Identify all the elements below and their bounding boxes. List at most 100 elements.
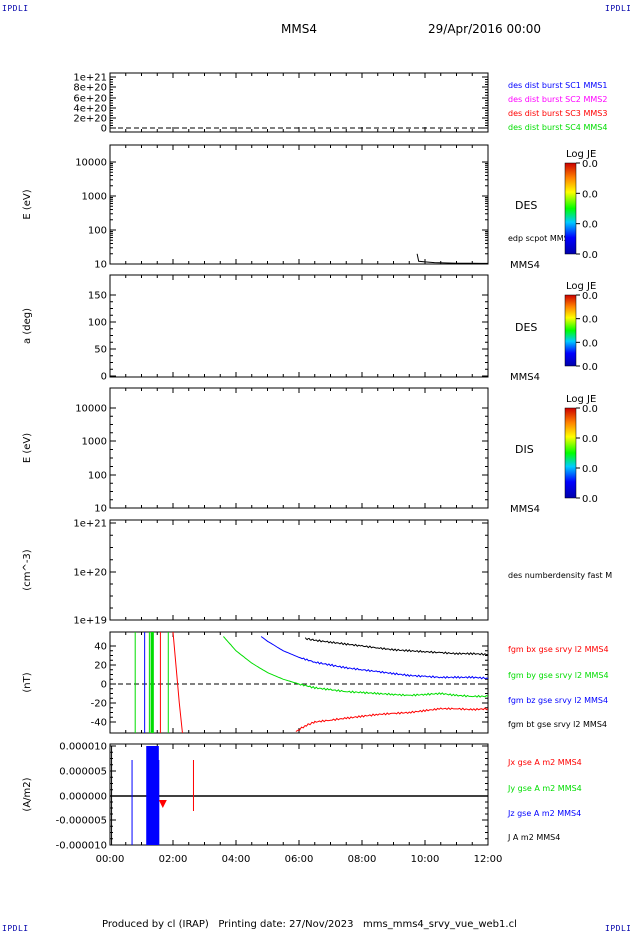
y-tick-label: -0.000010 xyxy=(56,841,107,852)
y-tick-label: 50 xyxy=(94,345,107,356)
y-axis-label-des_energy: E (eV) xyxy=(22,189,33,219)
colorbar-tick-label: 0.0 xyxy=(582,291,598,302)
y-axis-label-des_pitch: a (deg) xyxy=(22,308,33,344)
y-tick-label: 0.000005 xyxy=(59,767,107,778)
panel-frame-dis_energy xyxy=(109,387,489,509)
y-tick-label: 20 xyxy=(94,661,107,672)
panel-frame-burst xyxy=(109,72,489,133)
y-tick-label: 2e+20 xyxy=(73,114,107,125)
time-tick-label: 12:00 xyxy=(474,854,503,865)
corner-mark-bottom-right: IPDLI xyxy=(605,924,630,933)
corner-mark-top-left: IPDLI xyxy=(2,4,29,13)
y-tick-label: 0 xyxy=(101,680,107,691)
panel-frame-density xyxy=(109,519,489,621)
y-tick-label: -0.000005 xyxy=(56,816,107,827)
footer-credit: Produced by cl (IRAP) Printing date: 27/… xyxy=(102,919,517,930)
y-tick-label: 1000 xyxy=(82,437,107,448)
legend-entry-current: Jz gse A m2 MMS4 xyxy=(507,809,581,818)
y-tick-label: 1e+21 xyxy=(73,519,107,530)
time-tick-label: 08:00 xyxy=(348,854,377,865)
legend-entry-current: Jx gse A m2 MMS4 xyxy=(507,758,582,767)
colorbar-tick-label: 0.0 xyxy=(582,404,598,415)
fgm-bt-trace xyxy=(304,637,489,656)
y-axis-label-fgm: (nT) xyxy=(22,672,33,692)
y-tick-label: 0 xyxy=(101,124,107,135)
y-tick-label: 100 xyxy=(88,471,107,482)
colorbar xyxy=(564,162,577,255)
y-tick-label: 100 xyxy=(88,226,107,237)
colorbar-title: Log JE xyxy=(566,394,596,405)
legend-entry-fgm: fgm by gse srvy l2 MMS4 xyxy=(508,671,609,680)
panel-frame-current xyxy=(109,743,489,846)
y-tick-label: 10 xyxy=(94,260,107,271)
y-tick-label: 40 xyxy=(94,642,107,653)
spacecraft-label-des_energy: MMS4 xyxy=(510,260,540,271)
corner-mark-top-right: IPDLI xyxy=(605,4,630,13)
colorbar-tick-label: 0.0 xyxy=(582,250,598,261)
legend-entry-density: des numberdensity fast M xyxy=(508,571,612,580)
time-tick-label: 04:00 xyxy=(222,854,251,865)
legend-entry-current: Jy gse A m2 MMS4 xyxy=(507,784,582,793)
colorbar-tick-label: 0.0 xyxy=(582,220,598,231)
legend-entry-fgm: fgm bz gse srvy l2 MMS4 xyxy=(508,696,608,705)
fgm-bx-early-trace xyxy=(172,631,183,734)
colorbar xyxy=(564,407,577,499)
instrument-label-dis_energy: DIS xyxy=(515,443,534,456)
fgm-bz-trace xyxy=(260,636,489,680)
current-burst-block xyxy=(146,746,159,845)
legend-entry-fgm: fgm bt gse srvy l2 MMS4 xyxy=(508,720,607,729)
current-jx-marker xyxy=(158,800,167,808)
y-tick-label: 4e+20 xyxy=(73,104,107,115)
y-tick-label: 0.000010 xyxy=(59,742,107,753)
y-axis-label-current: (A/m2) xyxy=(22,777,33,811)
colorbar-tick-label: 0.0 xyxy=(582,338,598,349)
y-tick-label: -40 xyxy=(91,718,107,729)
colorbar-tick-label: 0.0 xyxy=(582,189,598,200)
instrument-label-des_pitch: DES xyxy=(515,321,537,334)
y-tick-label: -20 xyxy=(91,699,107,710)
colorbar-tick-label: 0.0 xyxy=(582,434,598,445)
y-tick-label: 8e+20 xyxy=(73,83,107,94)
y-tick-label: 1e+19 xyxy=(73,616,107,627)
legend-entry-burst: des dist burst SC4 MMS4 xyxy=(508,123,607,132)
spacecraft-label-des_pitch: MMS4 xyxy=(510,372,540,383)
legend-entry-fgm: fgm bx gse srvy l2 MMS4 xyxy=(508,645,609,654)
colorbar-tick-label: 0.0 xyxy=(582,494,598,505)
y-tick-label: 1e+20 xyxy=(73,568,107,579)
fgm-bx-trace xyxy=(295,707,489,732)
fgm-by-trace xyxy=(223,636,489,698)
instrument-label-des_energy: DES xyxy=(515,199,537,212)
spacecraft-label-dis_energy: MMS4 xyxy=(510,504,540,515)
colorbar-tick-label: 0.0 xyxy=(582,464,598,475)
legend-entry-current: J A m2 MMS4 xyxy=(507,833,560,842)
time-tick-label: 00:00 xyxy=(96,854,125,865)
legend-entry-burst: des dist burst SC3 MMS3 xyxy=(508,109,607,118)
panel-frame-des_energy xyxy=(109,144,489,265)
y-tick-label: 6e+20 xyxy=(73,94,107,105)
panel-frame-des_pitch xyxy=(109,274,489,378)
time-tick-label: 10:00 xyxy=(411,854,440,865)
panel-frame-fgm xyxy=(109,631,489,734)
scpot-label: edp scpot MMS4 xyxy=(508,234,574,243)
scpot-trace xyxy=(416,253,488,264)
time-tick-label: 06:00 xyxy=(285,854,314,865)
y-axis-label-dis_energy: E (eV) xyxy=(22,433,33,463)
y-tick-label: 0 xyxy=(101,372,107,383)
colorbar-tick-label: 0.0 xyxy=(582,362,598,373)
y-tick-label: 10000 xyxy=(75,158,107,169)
legend-entry-burst: des dist burst SC2 MMS2 xyxy=(508,95,607,104)
y-tick-label: 0.000000 xyxy=(59,792,107,803)
spacecraft-title: MMS4 xyxy=(281,22,317,36)
y-tick-label: 10 xyxy=(94,504,107,515)
colorbar-tick-label: 0.0 xyxy=(582,315,598,326)
colorbar-tick-label: 0.0 xyxy=(582,159,598,170)
y-tick-label: 1000 xyxy=(82,192,107,203)
colorbar xyxy=(564,294,577,367)
date-title: 29/Apr/2016 00:00 xyxy=(428,22,542,36)
corner-mark-bottom-left: IPDLI xyxy=(2,924,29,933)
legend-entry-burst: des dist burst SC1 MMS1 xyxy=(508,81,607,90)
y-tick-label: 10000 xyxy=(75,404,107,415)
y-tick-label: 1e+21 xyxy=(73,73,107,84)
colorbar-title: Log JE xyxy=(566,281,596,292)
